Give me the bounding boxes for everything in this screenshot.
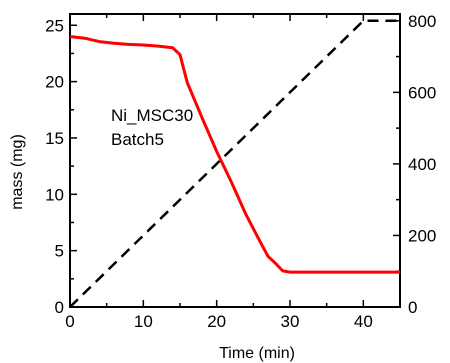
temperature-series-line — [69, 19, 400, 308]
series-group — [69, 19, 400, 308]
y2-tick-label: 600 — [408, 83, 436, 102]
x-tick-label: 0 — [65, 312, 74, 331]
y-tick-label: 0 — [55, 298, 64, 317]
annotation-sample: Ni_MSC30 — [111, 106, 193, 125]
x-axis-title: Time (min) — [219, 345, 295, 362]
y2-tick-label: 0 — [408, 298, 417, 317]
x-tick-label: 30 — [281, 312, 300, 331]
plot-frame — [69, 13, 401, 308]
y2-tick-label: 800 — [408, 12, 436, 31]
y-tick-label: 10 — [45, 185, 64, 204]
y2-tick-label: 200 — [408, 226, 436, 245]
y-tick-label: 5 — [55, 242, 64, 261]
x-tick-label: 20 — [207, 312, 226, 331]
y-tick-label: 20 — [45, 73, 64, 92]
y-tick-label: 15 — [45, 129, 64, 148]
y-axis-title: mass (mg) — [9, 134, 26, 210]
mass-series-line — [69, 35, 400, 274]
x-tick-label: 40 — [354, 312, 373, 331]
annotation-batch: Batch5 — [111, 130, 164, 149]
ticks — [69, 14, 401, 308]
y2-tick-label: 400 — [408, 155, 436, 174]
x-tick-label: 10 — [134, 312, 153, 331]
y-tick-label: 25 — [45, 16, 64, 35]
